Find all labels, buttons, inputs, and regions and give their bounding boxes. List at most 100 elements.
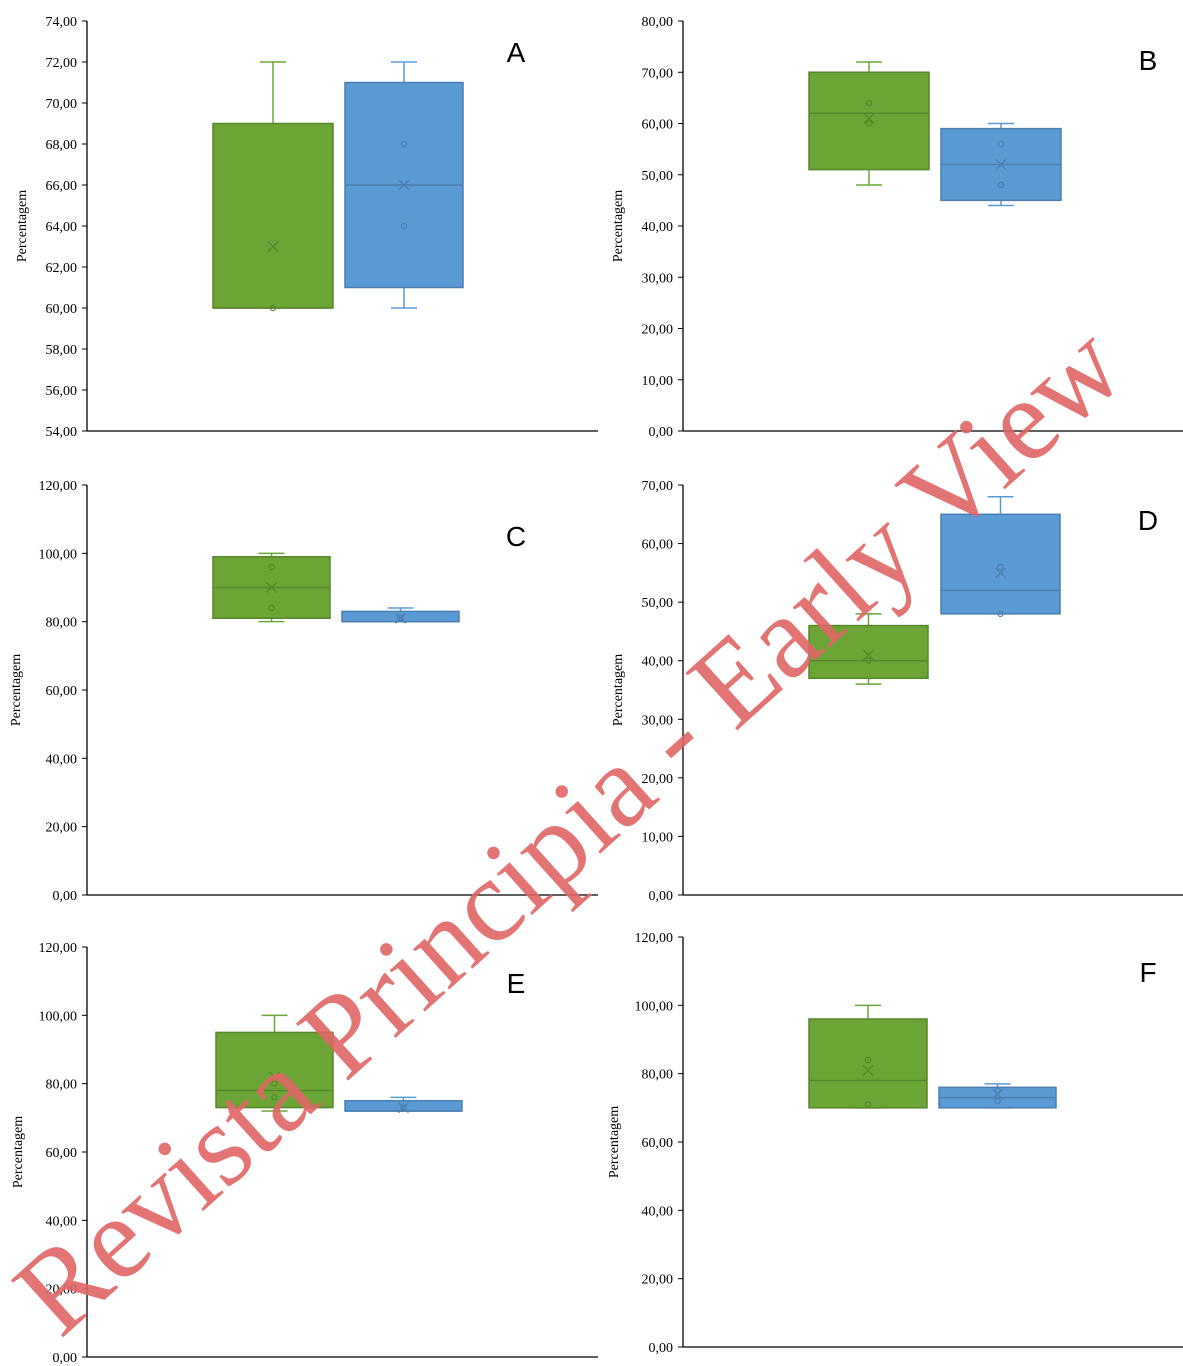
panel-label: D [1138, 505, 1158, 536]
y-tick-label: 50,00 [642, 596, 674, 611]
mean-marker [863, 112, 875, 124]
mean-marker [995, 159, 1007, 170]
data-point [271, 1094, 278, 1101]
data-point [997, 563, 1004, 571]
y-axis-label: Percentagem [15, 190, 30, 262]
box-series-1 [215, 1014, 334, 1112]
y-tick-label: 60,00 [46, 302, 78, 317]
y-tick-label: 56,00 [46, 384, 78, 399]
y-tick-label: 30,00 [642, 713, 674, 728]
y-tick-label: 0,00 [649, 889, 674, 904]
box-iqr [212, 122, 334, 309]
data-point [864, 1056, 872, 1064]
y-tick-label: 100,00 [635, 999, 674, 1014]
mean-marker [269, 1071, 280, 1083]
y-tick-label: 0,00 [649, 1341, 674, 1356]
y-tick-label: 100,00 [39, 547, 78, 562]
y-tick-label: 72,00 [46, 56, 78, 71]
y-tick-label: 70,00 [642, 66, 674, 81]
y-tick-label: 0,00 [53, 889, 78, 904]
box-series-2 [940, 122, 1062, 207]
y-tick-label: 0,00 [649, 425, 674, 440]
y-tick-label: 64,00 [46, 220, 78, 235]
y-tick-label: 30,00 [642, 271, 674, 286]
mean-marker [995, 567, 1006, 579]
y-tick-label: 70,00 [46, 97, 78, 112]
y-tick-label: 58,00 [46, 343, 78, 358]
mean-marker [862, 1064, 874, 1076]
y-tick-label: 20,00 [642, 323, 674, 338]
panel-D: 0,00 10,00 20,00 30,00 40,00 50,00 60,00 70,00 P… [611, 479, 1183, 904]
y-tick-label: 120,00 [39, 941, 78, 956]
data-point [864, 1101, 872, 1108]
data-point [400, 140, 408, 148]
y-tick-label: 50,00 [642, 169, 674, 184]
y-tick-label: 60,00 [642, 118, 674, 133]
panel-label: E [507, 968, 526, 999]
panel-E: 0,00 20,00 40,00 60,00 80,00 100,00 120,00 Perc… [11, 941, 598, 1366]
y-tick-label: 40,00 [46, 752, 78, 767]
y-tick-label: 68,00 [46, 138, 78, 153]
y-axis-label: Percentagem [607, 1106, 622, 1178]
panel-label: A [507, 37, 526, 68]
panel-A: 54,00 56,00 58,00 60,00 62,00 64,00 66,00 68,00… [15, 15, 598, 440]
y-tick-label: 70,00 [642, 479, 674, 494]
data-point [269, 304, 277, 312]
box-iqr [341, 610, 460, 623]
mean-marker [267, 241, 279, 252]
box-series-1 [212, 552, 331, 623]
data-point [268, 604, 275, 612]
y-tick-label: 80,00 [642, 15, 674, 30]
y-tick-label: 120,00 [39, 479, 78, 494]
data-point [271, 1080, 278, 1087]
panel-label: B [1139, 45, 1158, 76]
mean-marker [395, 612, 406, 624]
box-series-2 [940, 495, 1061, 618]
mean-marker [398, 1102, 409, 1114]
data-point [994, 1097, 1001, 1105]
box-series-2 [344, 1096, 463, 1114]
y-tick-label: 10,00 [642, 830, 674, 845]
y-axis-label: Percentagem [9, 654, 24, 726]
y-tick-label: 74,00 [46, 15, 78, 30]
data-point [865, 657, 872, 664]
data-point [268, 563, 275, 571]
y-tick-label: 54,00 [46, 425, 78, 440]
y-tick-label: 62,00 [46, 261, 78, 276]
y-tick-label: 60,00 [46, 684, 78, 699]
data-point [865, 120, 873, 127]
box-series-2 [341, 607, 460, 624]
watermark-text: Revista Principia - Early View [0, 299, 1147, 1359]
box-series-1 [808, 613, 929, 685]
y-tick-label: 66,00 [46, 179, 78, 194]
box-series-1 [808, 1004, 928, 1109]
box-iqr [808, 624, 929, 680]
box-series-1 [212, 61, 334, 312]
y-tick-label: 80,00 [46, 1078, 78, 1093]
data-point [397, 615, 404, 622]
y-tick-label: 80,00 [642, 1068, 674, 1083]
mean-marker [863, 649, 874, 661]
y-tick-label: 100,00 [39, 1009, 78, 1024]
data-point [997, 181, 1005, 189]
y-axis-label: Percentagem [11, 1116, 26, 1188]
y-tick-label: 40,00 [642, 1204, 674, 1219]
panel-F: 0,00 20,00 40,00 60,00 80,00 100,00 120,00 Perc… [607, 931, 1183, 1356]
y-tick-label: 20,00 [642, 772, 674, 787]
panel-label: F [1139, 957, 1156, 988]
y-tick-label: 10,00 [642, 374, 674, 389]
y-tick-label: 40,00 [642, 655, 674, 670]
data-point [400, 1104, 407, 1111]
panel-B: 0,00 10,00 20,00 30,00 40,00 50,00 60,00 70,00 8… [611, 15, 1183, 440]
y-tick-label: 0,00 [53, 1351, 78, 1366]
y-tick-label: 20,00 [642, 1273, 674, 1288]
y-tick-label: 120,00 [635, 931, 674, 946]
box-series-2 [938, 1083, 1057, 1109]
panel-label: C [506, 521, 526, 552]
y-tick-label: 60,00 [642, 538, 674, 553]
y-axis-label: Percentagem [611, 654, 626, 726]
y-tick-label: 60,00 [642, 1136, 674, 1151]
y-tick-label: 40,00 [46, 1214, 78, 1229]
y-tick-label: 20,00 [46, 821, 78, 836]
